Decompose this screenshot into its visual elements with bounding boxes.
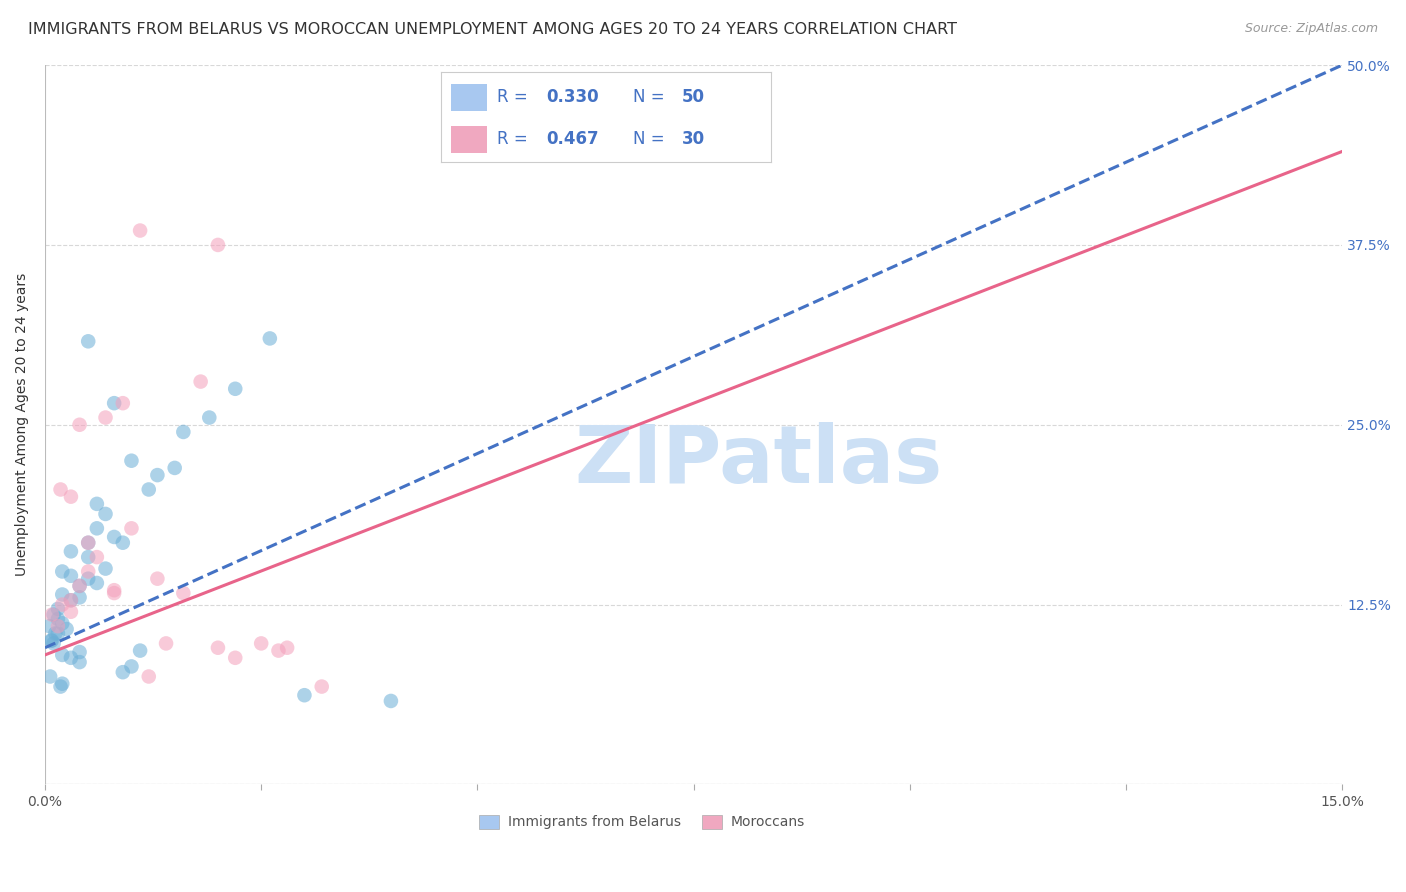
Point — [120, 659, 142, 673]
Point — [69, 579, 91, 593]
Point — [267, 643, 290, 657]
Point — [42, 636, 65, 650]
Legend: Immigrants from Belarus, Moroccans: Immigrants from Belarus, Moroccans — [472, 809, 810, 835]
Point — [224, 382, 246, 396]
Point — [172, 425, 194, 439]
Point — [51, 616, 73, 631]
Point — [120, 453, 142, 467]
Point — [77, 535, 100, 549]
Point — [77, 550, 100, 565]
Point — [51, 648, 73, 662]
Point — [46, 619, 69, 633]
Point — [311, 680, 333, 694]
Point — [111, 535, 134, 549]
Point — [41, 607, 63, 622]
Point — [59, 490, 82, 504]
Point — [77, 334, 100, 349]
Point — [224, 650, 246, 665]
Point — [59, 593, 82, 607]
Point — [51, 598, 73, 612]
Point — [49, 680, 72, 694]
Point — [59, 569, 82, 583]
Text: ZIPatlas: ZIPatlas — [575, 422, 942, 500]
Point — [294, 688, 316, 702]
Point — [163, 461, 186, 475]
Point — [44, 626, 66, 640]
Point — [42, 607, 65, 622]
Point — [77, 565, 100, 579]
Point — [59, 544, 82, 558]
Point — [86, 550, 108, 565]
Point — [207, 640, 229, 655]
Point — [51, 676, 73, 690]
Point — [129, 223, 152, 237]
Point — [103, 530, 125, 544]
Point — [111, 665, 134, 680]
Point — [190, 375, 212, 389]
Point — [94, 507, 117, 521]
Point — [94, 561, 117, 575]
Point — [59, 650, 82, 665]
Point — [38, 619, 60, 633]
Point — [259, 331, 281, 345]
Point — [77, 535, 100, 549]
Text: Source: ZipAtlas.com: Source: ZipAtlas.com — [1244, 22, 1378, 36]
Point — [138, 483, 160, 497]
Point — [39, 669, 62, 683]
Point — [51, 565, 73, 579]
Point — [129, 643, 152, 657]
Point — [138, 669, 160, 683]
Point — [172, 586, 194, 600]
Point — [51, 587, 73, 601]
Point — [46, 612, 69, 626]
Point — [146, 468, 169, 483]
Point — [69, 579, 91, 593]
Point — [207, 238, 229, 252]
Point — [46, 602, 69, 616]
Point — [86, 576, 108, 591]
Text: IMMIGRANTS FROM BELARUS VS MOROCCAN UNEMPLOYMENT AMONG AGES 20 TO 24 YEARS CORRE: IMMIGRANTS FROM BELARUS VS MOROCCAN UNEM… — [28, 22, 957, 37]
Point — [77, 572, 100, 586]
Point — [69, 645, 91, 659]
Point — [198, 410, 221, 425]
Y-axis label: Unemployment Among Ages 20 to 24 years: Unemployment Among Ages 20 to 24 years — [15, 273, 30, 576]
Point — [120, 521, 142, 535]
Point — [94, 410, 117, 425]
Point — [103, 396, 125, 410]
Point — [155, 636, 177, 650]
Point — [46, 626, 69, 640]
Point — [276, 640, 298, 655]
Point — [146, 572, 169, 586]
Point — [103, 583, 125, 598]
Point — [111, 396, 134, 410]
Point — [55, 622, 77, 636]
Point — [69, 417, 91, 432]
Point — [86, 521, 108, 535]
Point — [103, 586, 125, 600]
Point — [49, 483, 72, 497]
Point — [250, 636, 273, 650]
Point — [59, 593, 82, 607]
Point — [39, 633, 62, 648]
Point — [86, 497, 108, 511]
Point — [59, 605, 82, 619]
Point — [380, 694, 402, 708]
Point — [41, 633, 63, 648]
Point — [69, 655, 91, 669]
Point — [69, 591, 91, 605]
